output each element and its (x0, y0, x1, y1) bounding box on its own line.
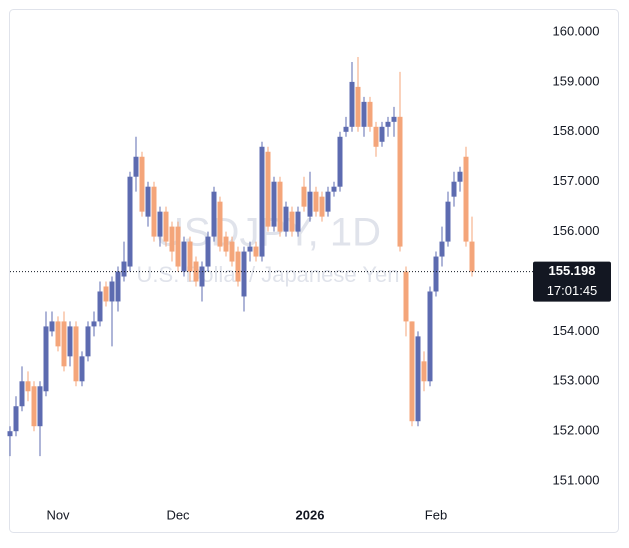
candle-body (7, 431, 13, 437)
chart-frame (9, 9, 619, 533)
candle-body (235, 251, 241, 282)
candle-body (19, 381, 25, 407)
candle-body (199, 266, 205, 287)
candle-body (67, 326, 73, 357)
candle-body (451, 181, 457, 197)
candle-body (469, 241, 475, 272)
candle-body (43, 326, 49, 392)
candle-body (361, 101, 367, 127)
candle-body (247, 246, 253, 252)
candle-body (79, 356, 85, 382)
candle-body (439, 241, 445, 257)
candle-body (181, 241, 187, 272)
candle-body (97, 291, 103, 322)
candle-body (427, 291, 433, 382)
candle-body (85, 326, 91, 357)
candle-body (301, 186, 307, 207)
x-tick-label: Dec (166, 507, 190, 522)
candle-body (13, 406, 19, 432)
candle-body (259, 146, 265, 257)
candle-body (295, 211, 301, 232)
candle-body (433, 256, 439, 292)
candle-body (145, 186, 151, 217)
candle-body (313, 191, 319, 212)
candle-body (421, 361, 427, 382)
x-tick-label: Nov (46, 507, 70, 522)
candle-body (211, 191, 217, 237)
candle-body (367, 101, 373, 127)
y-tick-label: 156.000 (553, 223, 600, 238)
candle-body (169, 226, 175, 252)
x-tick-label: Feb (425, 507, 447, 522)
candle-body (289, 211, 295, 232)
candle-body (271, 181, 277, 227)
candle-body (49, 321, 55, 332)
candle-body (133, 156, 139, 177)
candle-body (217, 201, 223, 247)
candle-body (403, 271, 409, 322)
candle-body (325, 191, 331, 212)
candle-body (283, 206, 289, 232)
countdown-label: 17:01:45 (547, 283, 598, 298)
candle-body (229, 241, 235, 262)
candle-body (397, 116, 403, 247)
candle-body (445, 201, 451, 242)
candle-body (415, 336, 421, 422)
candle-body (391, 116, 397, 122)
candle-body (31, 386, 37, 427)
candle-body (355, 86, 361, 127)
y-tick-label: 153.000 (553, 373, 600, 388)
candle-body (457, 171, 463, 182)
candle-body (121, 261, 127, 277)
candle-body (205, 236, 211, 267)
candle-body (379, 126, 385, 142)
candle-body (343, 126, 349, 132)
candle-body (307, 191, 313, 217)
candle-body (265, 151, 271, 227)
candle-body (319, 196, 325, 217)
last-price-label: 155.198 (549, 263, 596, 278)
candle-body (103, 286, 109, 302)
candle-body (151, 186, 157, 237)
candle-body (385, 121, 391, 127)
y-tick-label: 158.000 (553, 123, 600, 138)
candle-body (409, 321, 415, 422)
y-tick-label: 159.000 (553, 73, 600, 88)
y-tick-label: 157.000 (553, 173, 600, 188)
last-price-box (533, 261, 611, 302)
candle-body (109, 281, 115, 302)
candle-body (91, 321, 97, 327)
x-tick-label: 2026 (296, 507, 325, 522)
candle-body (349, 81, 355, 127)
candle-body (115, 271, 121, 302)
candle-body (139, 156, 145, 212)
candle-body (241, 251, 247, 297)
y-tick-label: 160.000 (553, 23, 600, 38)
candle-body (163, 211, 169, 242)
candle-body (127, 176, 133, 267)
candle-body (223, 236, 229, 252)
candle-body (157, 211, 163, 237)
candle-body (25, 381, 31, 392)
candle-body (187, 241, 193, 272)
candle-body (253, 246, 259, 257)
candle-body (175, 226, 181, 267)
candle-body (55, 321, 61, 347)
candle-body (463, 156, 469, 242)
candle-body (37, 386, 43, 427)
candle-body (61, 321, 67, 367)
candle-body (337, 136, 343, 187)
candle-body (373, 126, 379, 147)
y-tick-label: 154.000 (553, 323, 600, 338)
candle-body (73, 326, 79, 382)
candle-body (277, 181, 283, 232)
y-tick-label: 152.000 (553, 423, 600, 438)
candle-body (331, 186, 337, 192)
y-tick-label: 151.000 (553, 473, 600, 488)
